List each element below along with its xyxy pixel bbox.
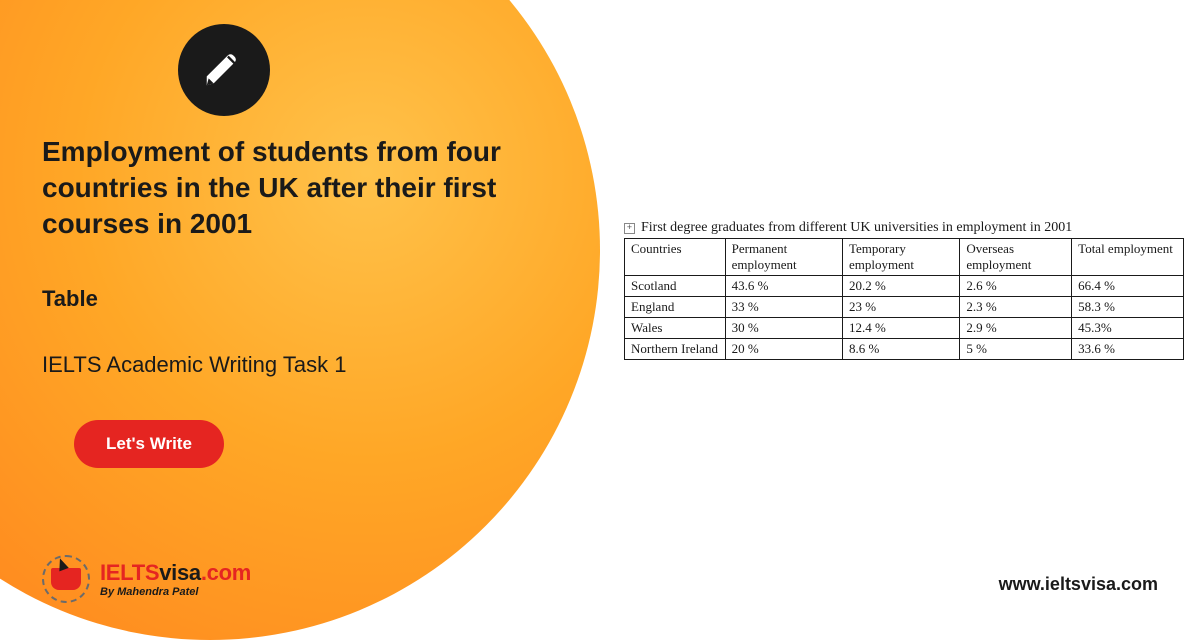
table-header-row: Countries Permanent employment Temporary… <box>625 239 1184 276</box>
col-total: Total employment <box>1072 239 1184 276</box>
table-caption: + First degree graduates from different … <box>624 220 1184 236</box>
col-permanent: Permanent employment <box>725 239 842 276</box>
cell: 2.9 % <box>960 318 1072 339</box>
lets-write-button[interactable]: Let's Write <box>74 420 224 468</box>
brand-suffix: .com <box>201 560 251 585</box>
cell: Northern Ireland <box>625 339 726 360</box>
col-countries: Countries <box>625 239 726 276</box>
task-type-label: IELTS Academic Writing Task 1 <box>42 352 346 378</box>
col-temporary: Temporary employment <box>842 239 959 276</box>
cell: 20 % <box>725 339 842 360</box>
table-row: Scotland 43.6 % 20.2 % 2.6 % 66.4 % <box>625 276 1184 297</box>
cell: 43.6 % <box>725 276 842 297</box>
brand-logo: IELTSvisa.com By Mahendra Patel <box>42 555 251 603</box>
brand-red-part: IELTS <box>100 560 159 585</box>
cell: Wales <box>625 318 726 339</box>
pencil-icon <box>201 45 247 96</box>
table-row: England 33 % 23 % 2.3 % 58.3 % <box>625 297 1184 318</box>
pencil-icon-badge <box>178 24 270 116</box>
employment-table: Countries Permanent employment Temporary… <box>624 238 1184 360</box>
expand-icon: + <box>624 223 635 234</box>
logo-badge-icon <box>42 555 90 603</box>
cell: 2.6 % <box>960 276 1072 297</box>
chart-type-label: Table <box>42 286 98 312</box>
employment-table-region: + First degree graduates from different … <box>624 220 1184 360</box>
cell: 2.3 % <box>960 297 1072 318</box>
brand-wordmark: IELTSvisa.com <box>100 560 251 586</box>
brand-black-part: visa <box>159 560 201 585</box>
page-title: Employment of students from four countri… <box>42 134 542 241</box>
cell: 8.6 % <box>842 339 959 360</box>
orange-background-shape <box>0 0 600 640</box>
brand-byline: By Mahendra Patel <box>100 586 251 598</box>
cell: 12.4 % <box>842 318 959 339</box>
cell: England <box>625 297 726 318</box>
cell: 5 % <box>960 339 1072 360</box>
col-overseas: Overseas employment <box>960 239 1072 276</box>
table-row: Wales 30 % 12.4 % 2.9 % 45.3% <box>625 318 1184 339</box>
cell: 58.3 % <box>1072 297 1184 318</box>
cell: Scotland <box>625 276 726 297</box>
table-row: Northern Ireland 20 % 8.6 % 5 % 33.6 % <box>625 339 1184 360</box>
website-url: www.ieltsvisa.com <box>999 574 1158 595</box>
cell: 66.4 % <box>1072 276 1184 297</box>
cell: 23 % <box>842 297 959 318</box>
cell: 33.6 % <box>1072 339 1184 360</box>
table-caption-text: First degree graduates from different UK… <box>641 220 1072 236</box>
cell: 45.3% <box>1072 318 1184 339</box>
cell: 20.2 % <box>842 276 959 297</box>
cell: 33 % <box>725 297 842 318</box>
cell: 30 % <box>725 318 842 339</box>
